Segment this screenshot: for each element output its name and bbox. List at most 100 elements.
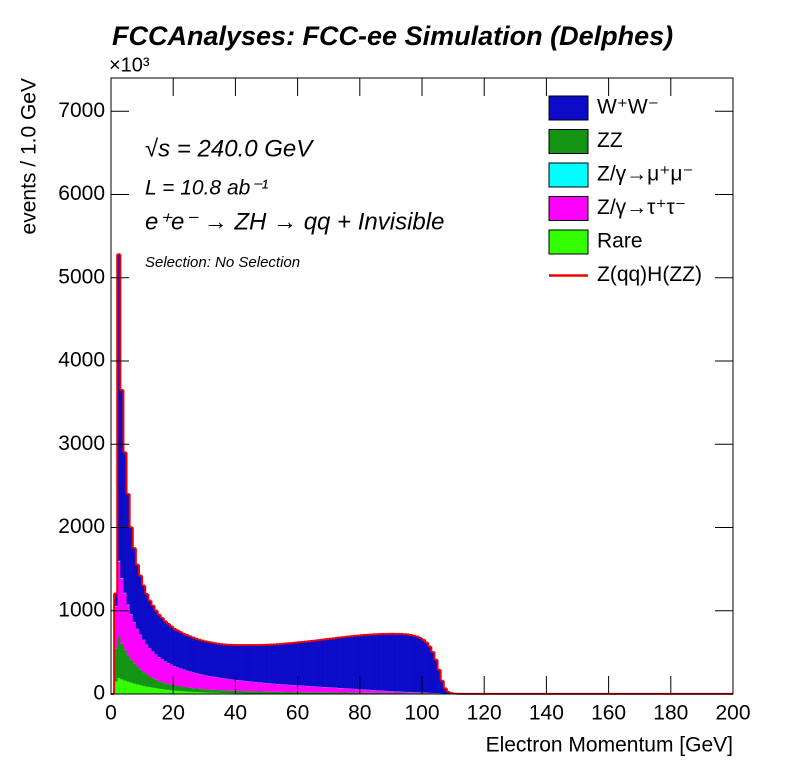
bar-segment — [145, 644, 149, 675]
bar-segment — [154, 679, 158, 689]
bar-segment — [170, 664, 174, 685]
bar-segment — [117, 678, 121, 694]
bar-segment — [142, 640, 146, 673]
bar-segment — [310, 641, 314, 687]
bar-segment — [117, 254, 121, 561]
bar-segment — [394, 693, 398, 694]
bar-segment — [378, 690, 382, 693]
bar-segment — [378, 634, 382, 691]
bar-segment — [254, 691, 258, 694]
bar-segment — [390, 691, 395, 693]
bar-segment — [176, 686, 180, 691]
bar-segment — [275, 691, 280, 694]
bar-segment — [356, 689, 361, 693]
bar-segment — [204, 692, 208, 694]
y-tick-label: 4000 — [58, 349, 105, 372]
bar-segment — [288, 685, 292, 693]
bar-segment — [403, 693, 407, 694]
bar-segment — [216, 643, 221, 678]
bar-segment — [260, 645, 264, 683]
bar-segment — [254, 682, 258, 692]
bar-segment — [204, 689, 208, 693]
bar-segment — [185, 691, 190, 694]
bar-segment — [303, 692, 308, 694]
bar-segment — [387, 691, 392, 693]
bar-segment — [294, 685, 298, 693]
bar-segment — [415, 636, 420, 693]
bar-segment — [142, 585, 146, 640]
bar-segment — [179, 632, 183, 669]
bar-segment — [250, 691, 255, 694]
bar-segment — [316, 692, 320, 694]
bar-segment — [375, 634, 379, 691]
bar-segment — [207, 642, 211, 676]
legend-label: Z/γ→τ⁺τ⁻ — [597, 196, 686, 219]
bar-segment — [194, 638, 199, 674]
bar-segment — [412, 693, 417, 694]
bar-segment — [263, 645, 267, 683]
bar-segment — [238, 680, 242, 692]
bar-segment — [120, 390, 124, 579]
bar-segment — [226, 690, 230, 694]
bar-segment — [331, 692, 336, 694]
bar-segment — [213, 643, 218, 677]
bar-segment — [282, 643, 286, 685]
bar-segment — [157, 688, 162, 694]
bar-segment — [387, 633, 392, 692]
bar-segment — [338, 688, 342, 693]
annotation: √s = 240.0 GeV — [145, 135, 314, 162]
bar-segment — [294, 692, 298, 694]
bar-segment — [403, 692, 407, 694]
bar-segment — [182, 687, 186, 692]
bar-segment — [331, 638, 336, 688]
bar-segment — [185, 687, 190, 692]
bar-segment — [154, 688, 158, 694]
bar-segment — [235, 645, 239, 681]
bar-segment — [114, 681, 118, 694]
bar-segment — [384, 691, 389, 693]
bar-segment — [142, 685, 146, 694]
bar-segment — [132, 548, 137, 623]
bar-segment — [114, 593, 118, 607]
bar-segment — [356, 692, 361, 694]
bar-segment — [157, 657, 162, 682]
bar-segment — [207, 692, 211, 694]
bar-segment — [300, 692, 305, 694]
bar-segment — [356, 635, 361, 690]
bar-segment — [142, 672, 146, 686]
bar-segment — [397, 691, 401, 694]
bar-segment — [219, 690, 224, 694]
x-tick-label: 140 — [529, 702, 564, 725]
bar-segment — [325, 692, 329, 694]
bar-segment — [138, 634, 143, 670]
bar-segment — [366, 692, 370, 694]
bar-segment — [166, 684, 171, 690]
bar-segment — [191, 691, 196, 694]
bar-segment — [394, 634, 398, 692]
bar-segment — [250, 681, 255, 692]
bar-segment — [341, 688, 345, 693]
bar-segment — [272, 691, 277, 694]
bar-segment — [247, 645, 252, 682]
bar-segment — [123, 593, 127, 650]
bar-segment — [216, 692, 221, 694]
bar-segment — [123, 452, 127, 593]
bar-segment — [381, 692, 385, 694]
x-tick-label: 60 — [286, 702, 309, 725]
bar-segment — [244, 691, 249, 694]
bar-segment — [226, 644, 230, 679]
legend-label: W⁺W⁻ — [597, 96, 659, 119]
bar-segment — [145, 594, 149, 645]
bar-segment — [260, 682, 264, 692]
bar-segment — [325, 687, 329, 693]
bar-segment — [126, 605, 130, 656]
bar-segment — [238, 645, 242, 681]
bar-segment — [425, 642, 429, 693]
legend-swatch — [548, 162, 589, 188]
bar-segment — [334, 687, 339, 693]
bar-segment — [257, 645, 261, 683]
bar-segment — [238, 691, 242, 694]
bar-segment — [440, 680, 445, 694]
bar-segment — [166, 663, 171, 685]
bar-segment — [418, 693, 423, 694]
